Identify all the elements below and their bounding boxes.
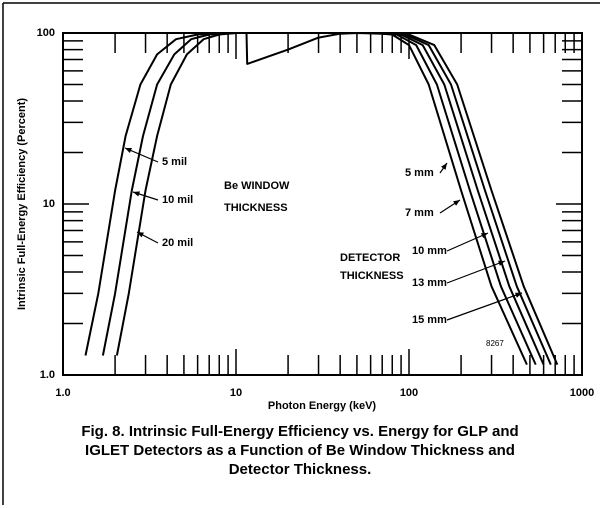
annotation: THICKNESS (224, 202, 288, 214)
curve (382, 32, 528, 366)
curve (382, 32, 537, 366)
arrow-head (498, 260, 505, 266)
curve (115, 32, 237, 356)
curve-label: 10 mm (412, 245, 447, 257)
curve-label: 5 mm (405, 167, 434, 179)
curve-label: 13 mm (412, 277, 447, 289)
y-tick-label: 1.0 (40, 369, 55, 381)
y-tick-label: 100 (37, 27, 55, 39)
annotation: DETECTOR (340, 252, 400, 264)
x-tick-label: 10 (230, 387, 242, 399)
arrow-head (133, 191, 140, 197)
arrow-head (453, 200, 460, 206)
y-axis-title: Intrinsic Full-Energy Efficiency (Percen… (16, 98, 28, 310)
annotation: Be WINDOW (224, 180, 290, 192)
caption-line: Fig. 8. Intrinsic Full-Energy Efficiency… (81, 423, 518, 440)
arrow-head (441, 163, 447, 170)
curve-label: 10 mil (162, 194, 193, 206)
arrow (446, 260, 506, 284)
curve-label: 7 mm (405, 207, 434, 219)
arrow-head (481, 233, 488, 239)
annotation: THICKNESS (340, 270, 404, 282)
curve-label: 15 mm (412, 314, 447, 326)
curve-label: 5 mil (162, 156, 187, 168)
curve (382, 32, 552, 365)
curve (382, 32, 559, 365)
arrow-head (125, 148, 132, 154)
x-tick-label: 1.0 (55, 387, 70, 399)
arrow-head (137, 232, 144, 238)
y-tick-label: 10 (43, 198, 55, 210)
arrow (446, 232, 489, 252)
x-tick-label: 100 (400, 387, 418, 399)
curve-label: 20 mil (162, 237, 193, 249)
arrow (446, 292, 523, 321)
curve (84, 32, 236, 356)
x-tick-label: 1000 (570, 387, 594, 399)
caption-line: Detector Thickness. (229, 461, 372, 478)
arrow-head (515, 292, 522, 298)
curve (236, 32, 383, 65)
annotation: 8267 (486, 339, 504, 348)
x-axis-title: Photon Energy (keV) (268, 400, 377, 412)
caption-line: IGLET Detectors as a Function of Be Wind… (85, 442, 515, 459)
